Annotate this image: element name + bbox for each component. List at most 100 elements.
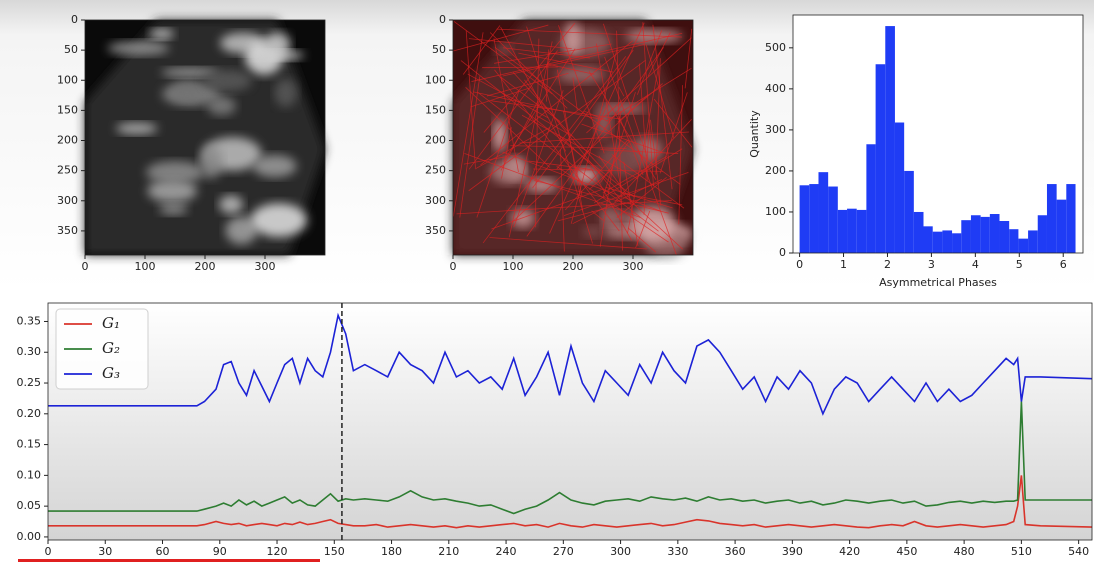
x-tick-label: 330 bbox=[667, 545, 688, 558]
mesh-line bbox=[655, 58, 661, 175]
y-tick-label: 300 bbox=[57, 194, 78, 207]
y-tick-label: 100 bbox=[765, 205, 786, 218]
mesh-line bbox=[456, 200, 672, 215]
bar bbox=[913, 211, 924, 253]
series-line bbox=[48, 401, 1092, 515]
y-tick-label: 200 bbox=[765, 164, 786, 177]
y-tick-label: 50 bbox=[432, 43, 446, 56]
x-tick-label: 30 bbox=[98, 545, 112, 558]
mesh-line bbox=[534, 38, 540, 228]
mesh-line bbox=[491, 189, 602, 230]
mesh-line bbox=[468, 59, 646, 192]
tissue bbox=[252, 154, 297, 178]
mesh-line bbox=[500, 100, 539, 171]
bar bbox=[999, 220, 1010, 253]
mesh-line bbox=[465, 87, 551, 168]
mesh-line bbox=[459, 76, 481, 218]
y-tick-label: 200 bbox=[425, 134, 446, 147]
bar bbox=[923, 226, 933, 253]
bar bbox=[1028, 230, 1038, 253]
x-tick-label: 0 bbox=[796, 258, 803, 271]
bar bbox=[809, 184, 819, 253]
mesh-line bbox=[470, 87, 530, 108]
mesh-line bbox=[532, 49, 634, 189]
mesh-line bbox=[623, 161, 639, 247]
y-tick-label: 0.15 bbox=[17, 438, 42, 451]
axes-frame bbox=[792, 14, 1084, 254]
axes-frame bbox=[47, 302, 1093, 541]
y-tick-label: 350 bbox=[425, 224, 446, 237]
mesh-line bbox=[494, 69, 620, 232]
mesh-line bbox=[483, 22, 576, 133]
y-tick-label: 0 bbox=[71, 13, 78, 26]
y-tick-label: 350 bbox=[57, 224, 78, 237]
series-line bbox=[48, 475, 1093, 529]
x-tick-label: 2 bbox=[884, 258, 891, 271]
bar bbox=[799, 185, 810, 253]
bar bbox=[837, 209, 848, 253]
x-tick-label: 450 bbox=[896, 545, 917, 558]
mesh-line bbox=[465, 30, 476, 168]
mesh-line bbox=[463, 156, 508, 165]
y-tick-label: 150 bbox=[425, 103, 446, 116]
y-tick-label: 0 bbox=[439, 13, 446, 26]
mesh-line bbox=[518, 52, 614, 73]
bar bbox=[894, 122, 905, 253]
mesh-line bbox=[521, 114, 639, 180]
mesh-line bbox=[452, 32, 484, 217]
x-tick-label: 200 bbox=[563, 260, 584, 273]
mesh-line bbox=[547, 63, 595, 75]
x-tick-label: 4 bbox=[972, 258, 979, 271]
x-tick-label: 5 bbox=[1016, 258, 1023, 271]
mesh-line bbox=[652, 24, 673, 190]
plot-area bbox=[48, 303, 1092, 540]
image-content bbox=[85, 20, 325, 255]
x-axis-label: Asymmetrical Phases bbox=[879, 276, 997, 289]
mesh-line bbox=[501, 127, 512, 179]
x-tick-label: 150 bbox=[324, 545, 345, 558]
x-tick-label: 100 bbox=[135, 260, 156, 273]
mesh-line bbox=[510, 145, 627, 149]
legend-label: G₁ bbox=[102, 314, 120, 332]
y-tick-label: 0 bbox=[779, 246, 786, 259]
mesh-tint bbox=[453, 20, 693, 255]
bar bbox=[904, 170, 914, 253]
y-tick-label: 0.10 bbox=[17, 468, 42, 481]
tissue bbox=[556, 66, 606, 83]
scan-region bbox=[85, 20, 325, 255]
mesh-line bbox=[502, 151, 661, 212]
tissue bbox=[199, 144, 223, 179]
tissue bbox=[159, 202, 188, 215]
mesh-line bbox=[583, 110, 609, 122]
tissue bbox=[597, 104, 648, 113]
bar bbox=[828, 186, 838, 253]
mesh-line bbox=[638, 63, 649, 181]
x-tick-label: 300 bbox=[255, 260, 276, 273]
bar bbox=[961, 220, 971, 253]
x-tick-label: 60 bbox=[156, 545, 170, 558]
x-tick-label: 210 bbox=[438, 545, 459, 558]
tissue bbox=[250, 203, 307, 237]
tissue bbox=[524, 178, 558, 192]
mesh-line bbox=[572, 77, 578, 111]
mesh-line bbox=[563, 172, 689, 217]
tissue bbox=[600, 211, 633, 226]
tissue bbox=[510, 209, 535, 228]
bar bbox=[1018, 238, 1029, 253]
mesh-line bbox=[482, 56, 627, 244]
bar bbox=[932, 231, 943, 253]
y-tick-label: 300 bbox=[425, 194, 446, 207]
bar bbox=[1037, 215, 1047, 253]
mesh-line bbox=[462, 25, 501, 75]
bar bbox=[885, 26, 895, 253]
bar bbox=[1009, 229, 1019, 253]
tissue bbox=[107, 41, 170, 56]
series-line bbox=[48, 312, 1093, 416]
mesh-line bbox=[464, 153, 641, 218]
mesh-line bbox=[500, 76, 561, 122]
bar bbox=[847, 208, 857, 253]
mesh-line bbox=[489, 237, 647, 250]
bar bbox=[818, 172, 829, 253]
mesh-line bbox=[467, 73, 549, 119]
